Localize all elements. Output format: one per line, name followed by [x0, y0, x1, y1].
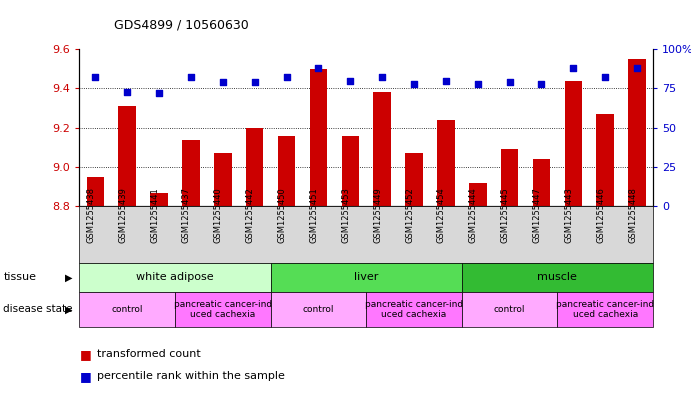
- Text: GSM1255444: GSM1255444: [468, 187, 477, 243]
- Text: ■: ■: [79, 348, 91, 361]
- Text: GSM1255443: GSM1255443: [565, 187, 574, 243]
- Point: [600, 74, 611, 81]
- Bar: [501, 149, 518, 206]
- Point: [504, 79, 515, 85]
- Bar: [310, 69, 328, 206]
- Bar: [214, 153, 231, 206]
- Text: muscle: muscle: [538, 272, 578, 283]
- Bar: [278, 136, 295, 206]
- Text: ▶: ▶: [65, 272, 73, 283]
- Text: control: control: [494, 305, 525, 314]
- Bar: [373, 92, 391, 206]
- Text: percentile rank within the sample: percentile rank within the sample: [97, 371, 285, 381]
- Point: [408, 81, 419, 87]
- Bar: [533, 159, 550, 206]
- Point: [568, 65, 579, 71]
- Point: [153, 90, 164, 96]
- Text: GSM1255439: GSM1255439: [118, 187, 127, 243]
- Text: GDS4899 / 10560630: GDS4899 / 10560630: [114, 18, 249, 31]
- Bar: [437, 120, 455, 206]
- Text: GSM1255449: GSM1255449: [373, 187, 382, 243]
- Text: GSM1255437: GSM1255437: [182, 187, 191, 243]
- Point: [281, 74, 292, 81]
- Bar: [341, 136, 359, 206]
- Text: liver: liver: [354, 272, 379, 283]
- Text: GSM1255438: GSM1255438: [86, 187, 95, 243]
- Text: GSM1255447: GSM1255447: [533, 187, 542, 243]
- Bar: [596, 114, 614, 206]
- Text: GSM1255453: GSM1255453: [341, 187, 350, 243]
- Point: [313, 65, 324, 71]
- Text: GSM1255441: GSM1255441: [150, 187, 159, 243]
- Point: [249, 79, 261, 85]
- Text: ▶: ▶: [65, 304, 73, 314]
- Bar: [628, 59, 646, 206]
- Text: transformed count: transformed count: [97, 349, 200, 360]
- Bar: [118, 106, 136, 206]
- Point: [185, 74, 196, 81]
- Text: tissue: tissue: [3, 272, 37, 283]
- Text: GSM1255446: GSM1255446: [596, 187, 605, 243]
- Text: GSM1255454: GSM1255454: [437, 187, 446, 243]
- Text: GSM1255451: GSM1255451: [310, 187, 319, 243]
- Point: [536, 81, 547, 87]
- Text: ■: ■: [79, 369, 91, 383]
- Point: [632, 65, 643, 71]
- Point: [472, 81, 483, 87]
- Point: [122, 88, 133, 95]
- Bar: [86, 177, 104, 206]
- Text: GSM1255450: GSM1255450: [278, 187, 287, 243]
- Bar: [182, 140, 200, 206]
- Bar: [151, 193, 168, 206]
- Point: [377, 74, 388, 81]
- Text: GSM1255440: GSM1255440: [214, 187, 223, 243]
- Text: pancreatic cancer-ind
uced cachexia: pancreatic cancer-ind uced cachexia: [556, 299, 654, 319]
- Text: control: control: [303, 305, 334, 314]
- Bar: [565, 81, 582, 206]
- Point: [345, 77, 356, 84]
- Text: pancreatic cancer-ind
uced cachexia: pancreatic cancer-ind uced cachexia: [365, 299, 463, 319]
- Text: GSM1255442: GSM1255442: [246, 187, 255, 243]
- Text: GSM1255445: GSM1255445: [500, 187, 509, 243]
- Text: disease state: disease state: [3, 304, 73, 314]
- Bar: [246, 128, 263, 206]
- Bar: [469, 183, 486, 206]
- Bar: [405, 153, 423, 206]
- Text: GSM1255448: GSM1255448: [628, 187, 637, 243]
- Point: [440, 77, 451, 84]
- Text: white adipose: white adipose: [136, 272, 214, 283]
- Text: GSM1255452: GSM1255452: [405, 187, 414, 243]
- Point: [90, 74, 101, 81]
- Text: control: control: [111, 305, 143, 314]
- Text: pancreatic cancer-ind
uced cachexia: pancreatic cancer-ind uced cachexia: [173, 299, 272, 319]
- Point: [217, 79, 228, 85]
